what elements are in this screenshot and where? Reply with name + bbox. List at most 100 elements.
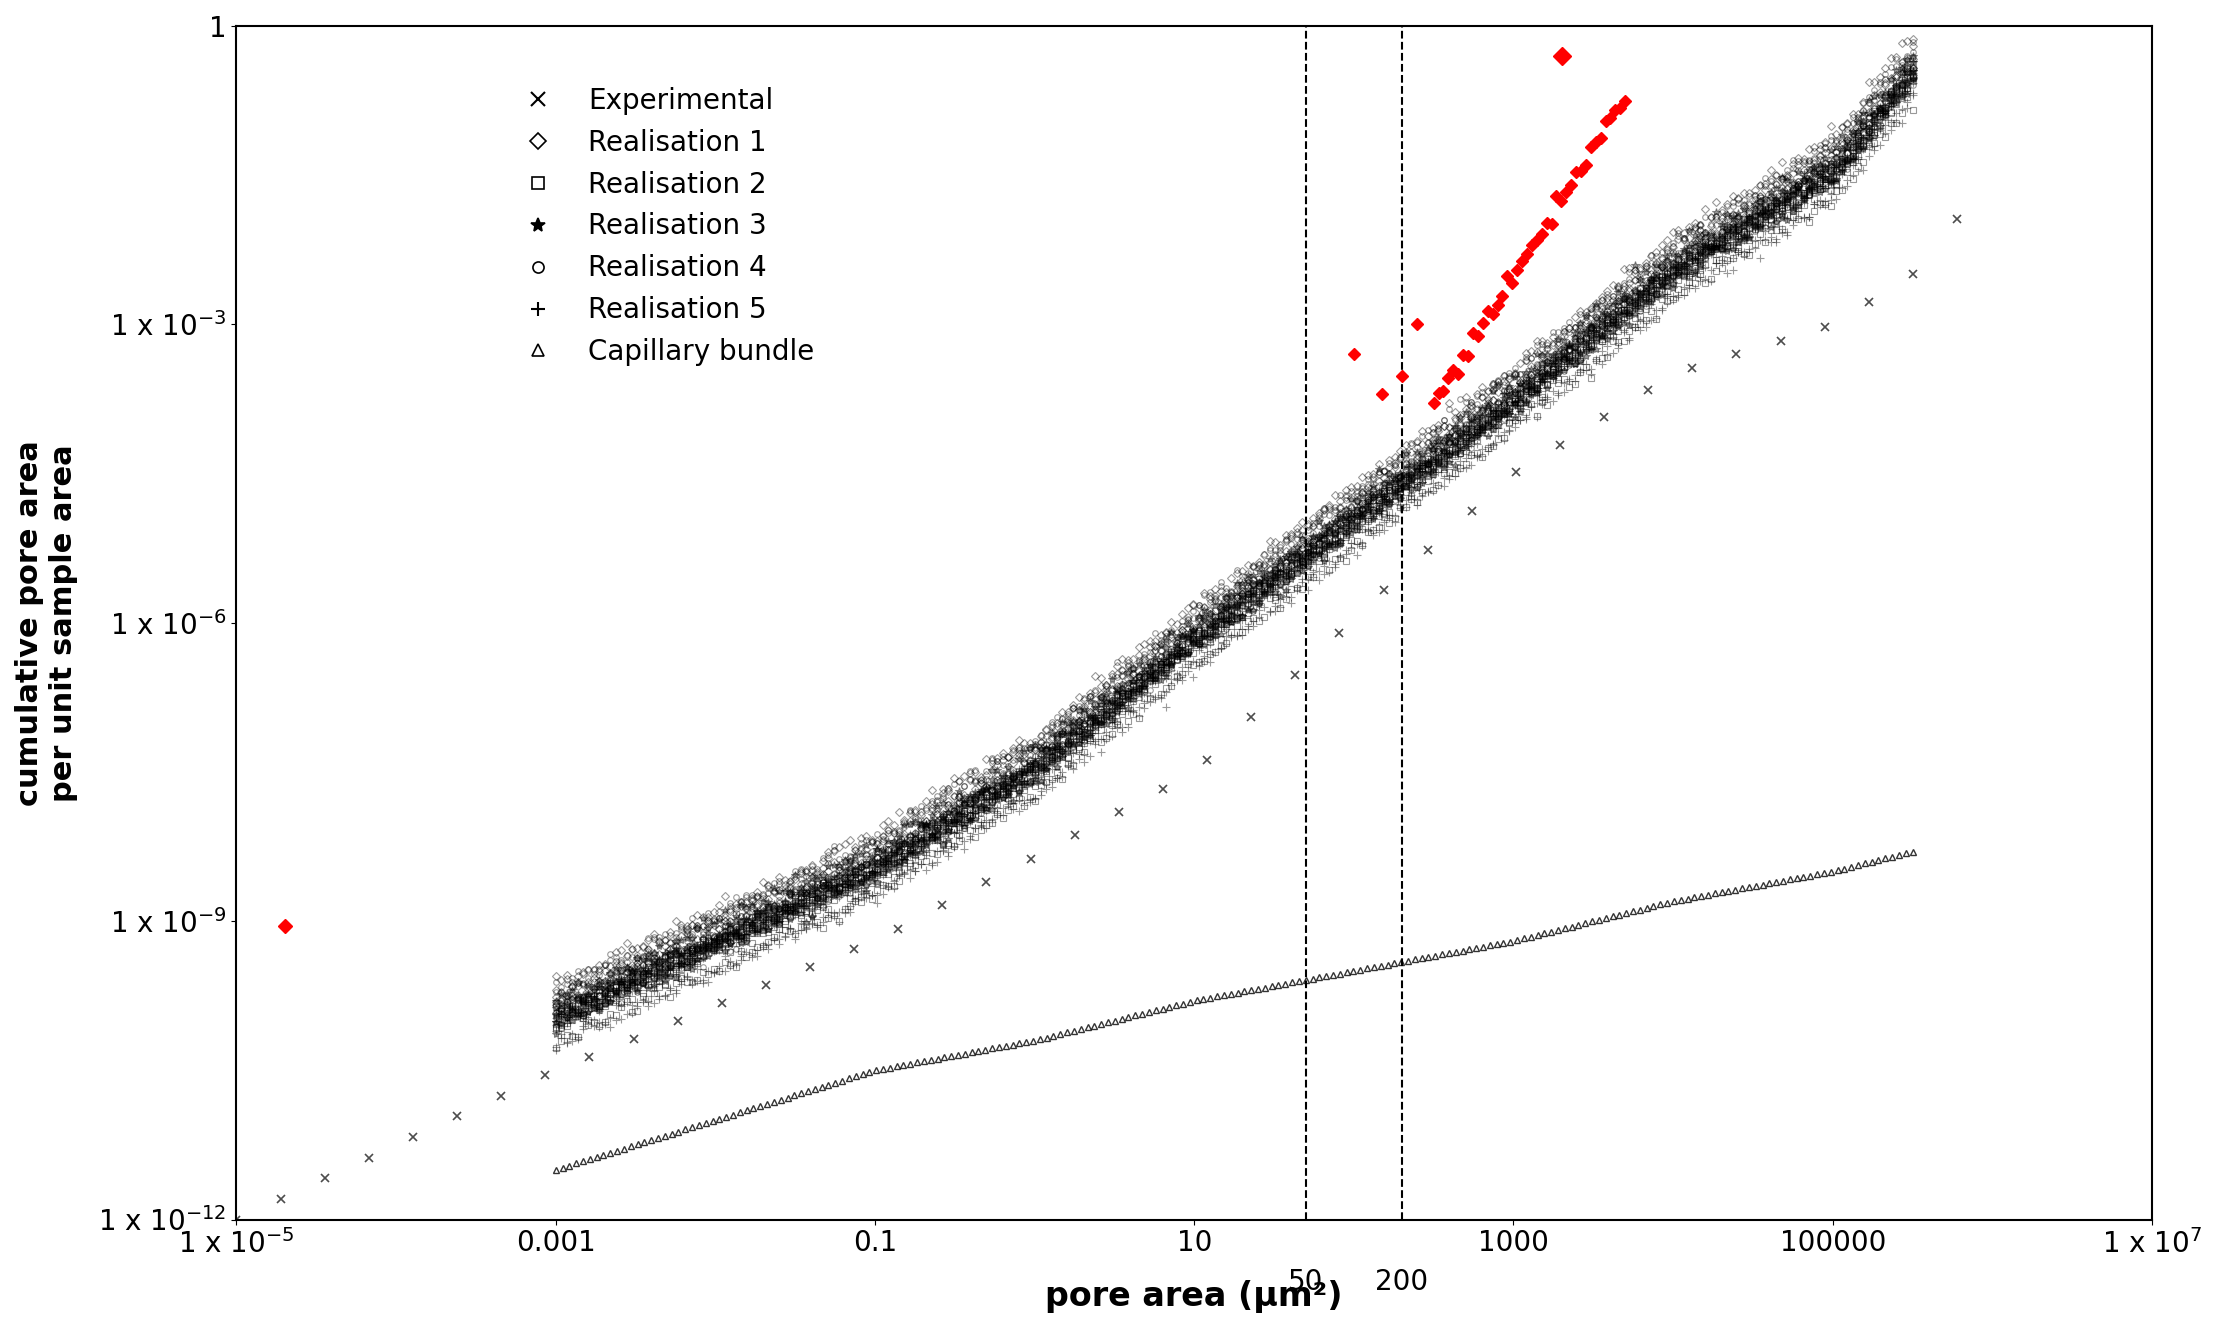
Experimental <box>1370 583 1397 599</box>
Experimental <box>355 1150 381 1166</box>
Experimental <box>1062 827 1089 843</box>
Line: Capillary bundle: Capillary bundle <box>552 849 1915 1173</box>
Realisation 3 <box>1104 704 1131 720</box>
Line: Experimental: Experimental <box>233 215 1962 1223</box>
Text: 200: 200 <box>1375 1268 1428 1296</box>
Capillary bundle <box>794 1084 820 1100</box>
Line: Realisation 2: Realisation 2 <box>552 66 1915 1027</box>
Realisation 4 <box>1479 401 1505 417</box>
Experimental <box>709 995 736 1011</box>
Experimental <box>1678 360 1705 376</box>
Capillary bundle <box>596 1145 623 1161</box>
Realisation 4 <box>1900 60 1927 76</box>
Experimental <box>1592 409 1618 425</box>
Experimental <box>1281 667 1308 683</box>
Realisation 2 <box>765 906 791 922</box>
Experimental <box>1944 211 1971 227</box>
Line: Realisation 3: Realisation 3 <box>552 73 1918 1038</box>
Experimental <box>752 977 778 993</box>
Text: 50: 50 <box>1288 1268 1324 1296</box>
Capillary bundle <box>1831 861 1858 876</box>
Realisation 5 <box>1845 122 1871 138</box>
Experimental <box>224 1211 251 1227</box>
Experimental <box>1811 319 1838 335</box>
Realisation 4 <box>765 902 791 918</box>
Experimental <box>1193 752 1219 768</box>
Realisation 3 <box>1900 70 1927 86</box>
Realisation 5 <box>1479 402 1505 418</box>
Realisation 3 <box>1086 714 1113 730</box>
Realisation 4 <box>1328 510 1355 526</box>
Realisation 1 <box>1900 60 1927 76</box>
Capillary bundle <box>905 1054 931 1070</box>
Experimental <box>399 1129 426 1145</box>
Experimental <box>1900 266 1927 282</box>
Line: Realisation 4: Realisation 4 <box>552 65 1915 1021</box>
Experimental <box>268 1191 295 1207</box>
Realisation 3 <box>1845 139 1871 155</box>
Line: Realisation 5: Realisation 5 <box>552 69 1918 1029</box>
Experimental <box>532 1068 559 1084</box>
Realisation 1 <box>1851 117 1878 133</box>
Experimental <box>1767 332 1794 348</box>
Experimental <box>1326 624 1352 640</box>
Experimental <box>576 1049 603 1065</box>
Realisation 5 <box>765 910 791 926</box>
Realisation 2 <box>1104 692 1131 708</box>
Realisation 2 <box>1845 131 1871 147</box>
Capillary bundle <box>1782 870 1809 886</box>
Realisation 1 <box>1093 699 1120 714</box>
Experimental <box>665 1013 692 1029</box>
Experimental <box>1547 437 1574 453</box>
Realisation 3 <box>765 914 791 930</box>
Realisation 3 <box>1479 417 1505 433</box>
Realisation 4 <box>1104 688 1131 704</box>
Experimental <box>885 920 911 936</box>
Capillary bundle <box>1900 843 1927 859</box>
Experimental <box>1856 293 1882 309</box>
Experimental <box>1151 781 1177 797</box>
Experimental <box>1459 503 1485 519</box>
Realisation 2 <box>1328 510 1355 526</box>
Experimental <box>310 1170 337 1186</box>
Line: Realisation 1: Realisation 1 <box>552 65 1915 1004</box>
Experimental <box>1237 709 1264 725</box>
Y-axis label: cumulative pore area
per unit sample area: cumulative pore area per unit sample are… <box>16 440 78 806</box>
Experimental <box>1723 347 1749 363</box>
Experimental <box>1018 851 1044 867</box>
Realisation 5 <box>1086 716 1113 732</box>
Capillary bundle <box>625 1137 652 1153</box>
Realisation 1 <box>1332 502 1359 518</box>
Experimental <box>1503 463 1530 479</box>
Experimental <box>796 959 823 975</box>
Capillary bundle <box>543 1162 570 1178</box>
Realisation 5 <box>1104 700 1131 716</box>
Realisation 2 <box>1479 405 1505 421</box>
Realisation 2 <box>1900 64 1927 80</box>
Realisation 5 <box>1328 526 1355 542</box>
Realisation 4 <box>1086 701 1113 717</box>
Realisation 2 <box>1893 61 1920 77</box>
Realisation 4 <box>543 1011 570 1027</box>
Legend: Experimental, Realisation 1, Realisation 2, Realisation 3, Realisation 4, Realis: Experimental, Realisation 1, Realisation… <box>499 76 825 377</box>
Experimental <box>840 942 867 957</box>
Experimental <box>488 1088 514 1104</box>
X-axis label: pore area (μm²): pore area (μm²) <box>1046 1280 1344 1313</box>
Realisation 1 <box>1108 684 1135 700</box>
Experimental <box>443 1109 470 1125</box>
Realisation 5 <box>543 1017 570 1033</box>
Experimental <box>1634 381 1661 397</box>
Realisation 2 <box>543 1016 570 1032</box>
Realisation 3 <box>543 1025 570 1041</box>
Realisation 2 <box>1086 713 1113 729</box>
Experimental <box>929 898 956 914</box>
Experimental <box>1106 803 1133 819</box>
Experimental <box>973 874 1000 890</box>
Realisation 5 <box>1900 65 1927 81</box>
Realisation 1 <box>772 899 798 915</box>
Realisation 4 <box>1845 135 1871 151</box>
Realisation 1 <box>543 989 570 1005</box>
Realisation 1 <box>1485 396 1512 412</box>
Experimental <box>1414 542 1441 558</box>
Realisation 1 <box>548 993 574 1009</box>
